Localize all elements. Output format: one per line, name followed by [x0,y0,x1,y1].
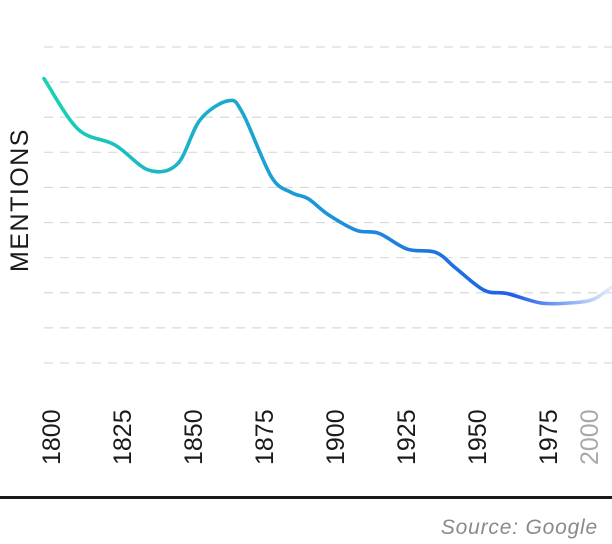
y-axis-label: MENTIONS [6,128,34,272]
series-line [42,76,612,306]
x-tick-label: 1825 [109,409,137,465]
baseline-divider [0,496,612,499]
x-tick-label: 1875 [251,409,279,465]
x-tick-label: 1800 [38,409,66,465]
x-tick-labels: 1800 1825 1850 1875 1900 1925 1950 1975 2000 [38,409,604,465]
x-tick-label: 1925 [393,409,421,465]
x-tick-label: 1975 [535,409,563,465]
x-tick-label: 1950 [464,409,492,465]
mentions-line-chart: MENTIONS 1800 1825 1850 1875 1900 1925 1950 197… [6,46,612,465]
x-tick-label: 2000 [576,409,604,465]
x-tick-label: 1900 [322,409,350,465]
x-tick-label: 1850 [180,409,208,465]
source-note: Source: Google [440,516,598,539]
gridlines [44,46,612,364]
